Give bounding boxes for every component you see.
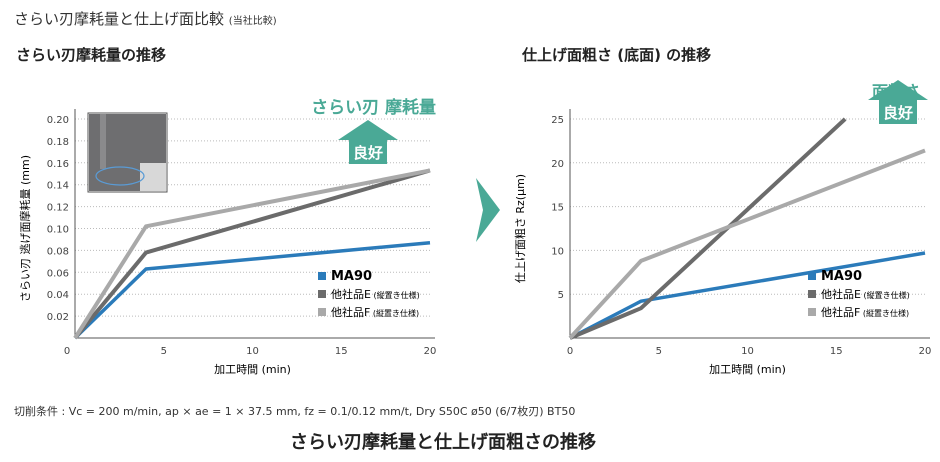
legend-note: (縦置き仕様): [371, 290, 420, 300]
y-tick-label: 0.10: [47, 225, 69, 236]
page-title: さらい刃摩耗量と仕上げ面比較 (当社比較): [14, 8, 277, 29]
legend-swatch: [808, 290, 816, 298]
legend-label: MA90: [821, 269, 862, 284]
y-axis-label: さらい刃 逃げ面摩耗量 (mm): [18, 155, 32, 302]
legend-note: (縦置き仕様): [861, 290, 910, 300]
wear-area-highlight: [95, 166, 145, 186]
series-line-他社品E: [569, 117, 847, 340]
y-tick-label: 0.20: [47, 115, 69, 126]
series-line-MA90: [73, 240, 431, 340]
y-axis-label: 仕上げ面粗さ Rz(μm): [514, 174, 527, 283]
y-tick-label: 0.18: [47, 137, 69, 148]
x-tick-label: 5: [656, 346, 662, 357]
y-tick-label: 0.12: [47, 203, 69, 214]
legend-swatch: [318, 290, 326, 298]
series-line-MA90: [569, 251, 926, 340]
x-tick-label: 15: [335, 346, 348, 357]
y-tick-label: 0.08: [47, 246, 69, 257]
y-tick-label: 25: [551, 115, 564, 126]
chart2-title: 仕上げ面粗さ (底面) の推移: [522, 46, 712, 64]
series-line-他社品F: [568, 148, 926, 340]
x-axis-label: 加工時間 (min): [214, 363, 291, 376]
legend-swatch: [808, 272, 816, 280]
badge-arrow-text: 良好: [353, 144, 383, 162]
title-text: さらい刃摩耗量と仕上げ面比較: [14, 10, 225, 28]
y-tick-label: 15: [551, 203, 564, 214]
x-tick-label: 20: [424, 346, 437, 357]
legend-note: (縦置き仕様): [860, 308, 909, 318]
legend-label: 他社品E (縦置き仕様): [331, 287, 420, 301]
caption: さらい刃摩耗量と仕上げ面粗さの推移: [290, 432, 596, 453]
y-tick-label: 20: [551, 159, 564, 170]
legend-note: (縦置き仕様): [370, 308, 419, 318]
tool-photo-detail: [100, 114, 106, 169]
x-tick-label: 0: [64, 346, 70, 357]
x-tick-label: 5: [161, 346, 167, 357]
badge-label: さらい刃 摩耗量: [311, 97, 436, 118]
legend-label: 他社品F (縦置き仕様): [331, 305, 419, 319]
up-arrow-icon: [868, 80, 928, 124]
y-tick-label: 0.16: [47, 159, 69, 170]
badge-arrow-text: 良好: [883, 104, 913, 122]
x-axis-label: 加工時間 (min): [709, 363, 786, 376]
legend-label: 他社品E (縦置き仕様): [821, 287, 910, 301]
legend-swatch: [318, 308, 326, 316]
cutting-conditions: 切削条件 : Vc = 200 m/min, ap × ae = 1 × 37.…: [14, 405, 576, 418]
legend-label: 他社品F (縦置き仕様): [821, 305, 909, 319]
x-tick-label: 10: [741, 346, 754, 357]
x-tick-label: 10: [246, 346, 259, 357]
x-tick-label: 15: [830, 346, 843, 357]
next-arrow-icon: [476, 178, 500, 242]
y-tick-label: 0.06: [47, 268, 69, 279]
y-tick-label: 0.04: [47, 290, 69, 301]
x-tick-label: 20: [919, 346, 932, 357]
series-line-他社品E: [73, 168, 431, 340]
legend-label: MA90: [331, 269, 372, 284]
y-tick-label: 10: [551, 246, 564, 257]
y-tick-label: 5: [558, 290, 564, 301]
legend-swatch: [808, 308, 816, 316]
chart1-title: さらい刃摩耗量の推移: [16, 46, 167, 64]
up-arrow-icon: [338, 120, 398, 164]
y-tick-label: 0.14: [47, 181, 69, 192]
series-line-他社品F: [73, 168, 431, 340]
title-note: (当社比較): [228, 16, 277, 27]
x-tick-label: 0: [567, 346, 573, 357]
legend-swatch: [318, 272, 326, 280]
y-tick-label: 0.02: [47, 312, 69, 323]
